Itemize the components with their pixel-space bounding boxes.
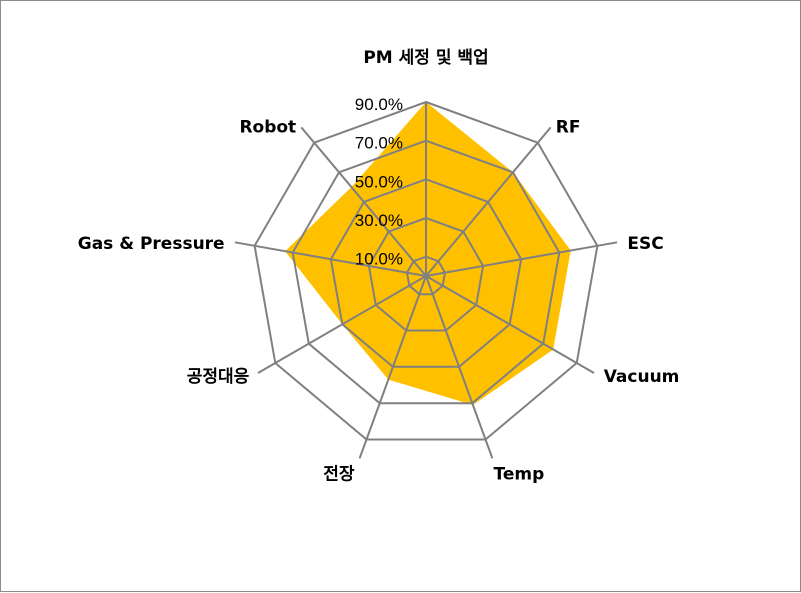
- category-label: Vacuum: [604, 367, 680, 387]
- spoke-line: [425, 275, 487, 440]
- spoke-line: [425, 142, 539, 277]
- category-label: Gas & Pressure: [78, 234, 225, 254]
- grid-ring: [253, 100, 599, 441]
- grid-ring: [405, 255, 447, 296]
- category-label: Temp: [494, 465, 545, 485]
- axis-tick: [257, 362, 276, 374]
- axis-tick: [300, 126, 315, 144]
- category-label: ESC: [627, 234, 663, 254]
- grid-ring: [367, 216, 485, 332]
- spoke-line: [254, 244, 427, 277]
- radial-tick-label: 50.0%: [355, 172, 403, 191]
- category-label: 전장: [323, 465, 355, 485]
- radial-tick-label: 30.0%: [355, 211, 403, 230]
- radial-tick-label: 70.0%: [355, 134, 403, 153]
- spoke-line: [425, 244, 598, 277]
- series-area: [285, 102, 571, 405]
- category-label: 공정대응: [187, 367, 250, 387]
- axis-tick: [358, 439, 368, 459]
- grid-ring: [291, 139, 561, 405]
- axis-tick: [576, 362, 595, 374]
- spoke-line: [313, 142, 427, 277]
- radial-tick-label: 10.0%: [355, 250, 403, 269]
- spoke-line: [425, 275, 578, 364]
- grid-ring: [329, 178, 523, 368]
- spoke-line: [365, 275, 427, 440]
- axis-tick: [597, 241, 618, 247]
- category-label: Robot: [239, 118, 296, 138]
- category-label: RF: [556, 118, 581, 138]
- axis-tick: [537, 126, 552, 144]
- axis-tick: [234, 241, 255, 247]
- category-label: PM 세정 및 백업: [363, 48, 488, 68]
- axis-tick: [484, 439, 494, 459]
- radial-tick-label: 90.0%: [355, 95, 403, 114]
- spoke-line: [274, 275, 427, 364]
